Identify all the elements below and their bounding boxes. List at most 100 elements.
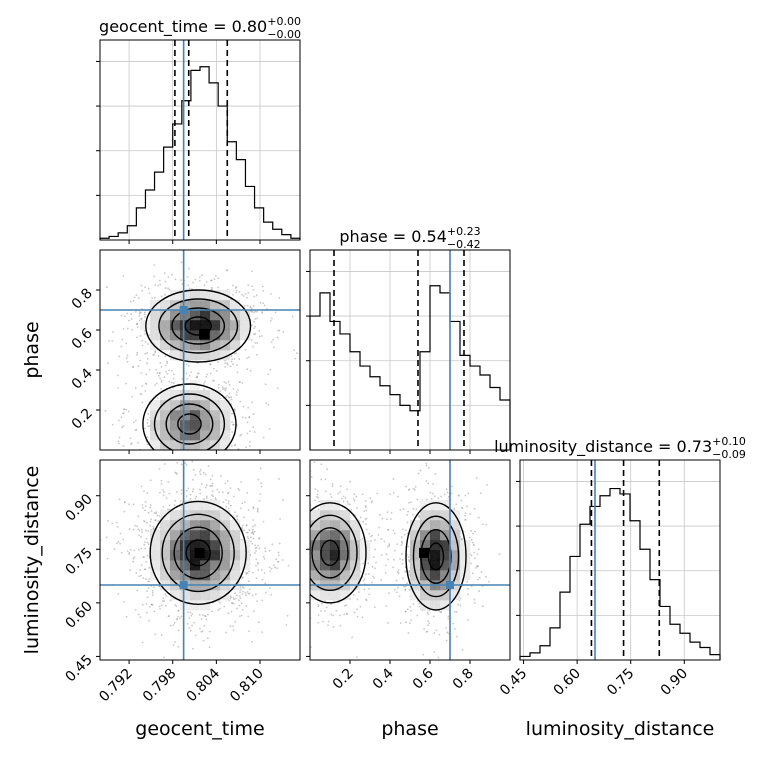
- sample-point: [251, 401, 253, 404]
- sample-point: [137, 365, 140, 368]
- sample-point: [460, 499, 463, 502]
- sample-point: [239, 597, 242, 600]
- panel-frame: [519, 459, 721, 661]
- density-cell: [170, 340, 181, 351]
- sample-point: [225, 387, 227, 390]
- sample-point: [253, 311, 255, 314]
- sample-point: [308, 523, 310, 525]
- sample-point: [308, 574, 310, 576]
- sample-point: [251, 542, 254, 545]
- sample-point: [193, 486, 195, 488]
- sample-point: [297, 598, 299, 600]
- sample-point: [224, 456, 226, 458]
- y-tick-label: 0.60: [62, 598, 95, 631]
- density-cell: [180, 520, 191, 531]
- sample-point: [447, 495, 450, 498]
- sample-point: [513, 526, 515, 528]
- density-cell: [450, 560, 461, 571]
- sample-point: [177, 610, 180, 612]
- sample-point: [304, 527, 306, 529]
- sample-point: [281, 556, 283, 558]
- sample-point: [480, 571, 483, 573]
- sample-point: [194, 474, 197, 476]
- sample-point: [241, 382, 244, 384]
- sample-point: [264, 383, 267, 386]
- sample-point: [156, 514, 159, 517]
- sample-point: [138, 314, 141, 317]
- sample-point: [199, 470, 201, 473]
- sample-point: [255, 593, 257, 596]
- sample-point: [192, 281, 194, 284]
- density-cell: [440, 540, 451, 551]
- sample-point: [227, 363, 229, 366]
- density-cell: [200, 320, 211, 331]
- density-cell: [160, 310, 171, 321]
- sample-point: [407, 545, 410, 548]
- panel-frame: [99, 249, 301, 451]
- sample-point: [296, 632, 298, 634]
- sample-point: [207, 613, 209, 616]
- sample-point: [168, 380, 171, 383]
- sample-point: [248, 630, 250, 633]
- density-cell: [190, 310, 201, 321]
- sample-point: [412, 603, 415, 606]
- sample-point: [164, 593, 167, 596]
- sample-point: [325, 606, 328, 609]
- sample-point: [270, 292, 272, 295]
- sample-point: [136, 326, 139, 329]
- density-cell: [440, 520, 451, 531]
- sample-point: [133, 556, 136, 559]
- sample-point: [166, 362, 169, 364]
- sample-point: [464, 514, 467, 517]
- sample-point: [364, 500, 367, 502]
- truth-marker: [179, 306, 188, 314]
- sample-point: [200, 618, 203, 620]
- sample-point: [287, 564, 290, 567]
- sample-point: [164, 473, 166, 475]
- sample-point: [286, 506, 288, 508]
- density-cell: [350, 520, 361, 531]
- sample-point: [225, 382, 227, 384]
- sample-point: [286, 507, 288, 509]
- sample-point: [234, 597, 237, 600]
- sample-point: [174, 499, 177, 502]
- density-cell: [200, 420, 211, 431]
- density-cell: [170, 550, 181, 561]
- sample-point: [169, 599, 172, 602]
- sample-point: [134, 419, 137, 422]
- sample-point: [244, 348, 247, 351]
- sample-point: [193, 621, 195, 624]
- sample-point: [241, 502, 244, 505]
- sample-point: [177, 615, 179, 618]
- sample-point: [232, 387, 235, 390]
- panel-frame: [99, 459, 301, 661]
- sample-point: [363, 510, 366, 513]
- sample-point: [445, 639, 448, 642]
- sample-point: [475, 477, 478, 479]
- sample-point: [118, 436, 121, 439]
- sample-point: [211, 474, 214, 477]
- sample-point: [111, 423, 114, 426]
- density-cell: [230, 530, 241, 541]
- density-cell: [200, 520, 211, 531]
- sample-point: [351, 636, 354, 639]
- sample-point: [213, 278, 216, 281]
- sample-point: [404, 585, 407, 588]
- sample-point: [211, 472, 213, 474]
- sample-point: [246, 304, 249, 307]
- sample-point: [211, 610, 214, 613]
- sample-point: [177, 451, 179, 453]
- sample-point: [353, 456, 355, 458]
- sample-point: [302, 589, 304, 591]
- sample-point: [297, 575, 299, 577]
- sample-point: [136, 525, 139, 528]
- sample-point: [256, 353, 258, 356]
- density-cell: [330, 570, 341, 581]
- contour-line: [420, 528, 452, 584]
- sample-point: [314, 488, 317, 491]
- sample-point: [356, 615, 359, 618]
- density-cell: [150, 550, 161, 561]
- sample-point: [278, 478, 280, 480]
- sample-point: [437, 497, 440, 500]
- sample-point: [121, 338, 124, 341]
